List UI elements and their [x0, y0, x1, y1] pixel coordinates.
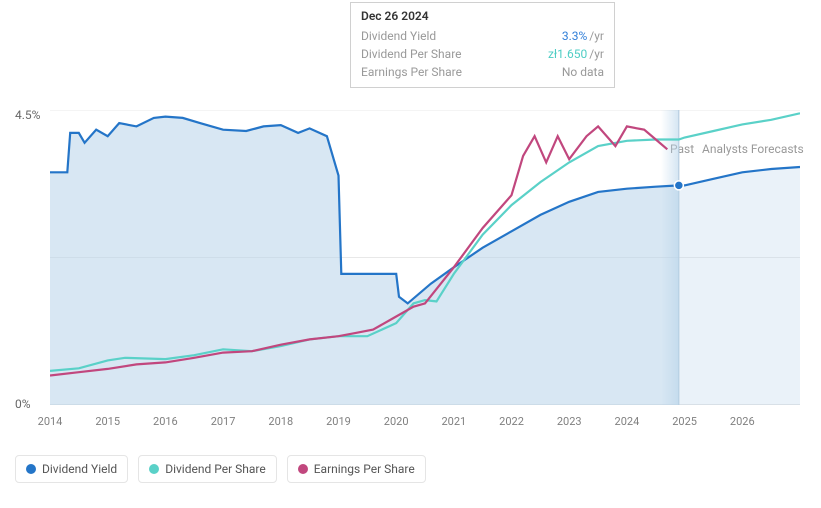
tooltip-row: Dividend Per Share zł1.650/yr [361, 45, 604, 63]
y-axis-label-min: 0% [15, 397, 31, 411]
legend-dot-icon [26, 464, 36, 474]
tooltip-date: Dec 26 2024 [361, 9, 604, 23]
tooltip-metric-label: Earnings Per Share [361, 63, 462, 81]
x-axis-tick: 2024 [615, 415, 640, 428]
x-axis-tick: 2023 [557, 415, 582, 428]
tooltip-metric-label: Dividend Per Share [361, 45, 462, 63]
legend-label: Earnings Per Share [314, 462, 415, 476]
tooltip-row: Dividend Yield 3.3%/yr [361, 27, 604, 45]
y-axis-label-max: 4.5% [15, 108, 40, 122]
x-axis-tick: 2021 [441, 415, 466, 428]
tooltip-row: Earnings Per Share No data [361, 63, 604, 81]
legend-item-dividend-per-share[interactable]: Dividend Per Share [138, 455, 277, 483]
tooltip-metric-value: 3.3%/yr [562, 27, 604, 45]
x-axis-tick: 2016 [153, 415, 178, 428]
legend-label: Dividend Per Share [165, 462, 266, 476]
tooltip-metric-value: zł1.650/yr [548, 45, 604, 63]
x-axis-tick: 2019 [326, 415, 351, 428]
x-axis: 2014201520162017201820192020202120222023… [50, 415, 800, 435]
plot-area[interactable] [50, 110, 800, 405]
x-axis-tick: 2026 [730, 415, 755, 428]
legend-dot-icon [298, 464, 308, 474]
legend: Dividend Yield Dividend Per Share Earnin… [15, 455, 426, 483]
x-axis-tick: 2018 [268, 415, 293, 428]
chart-tooltip: Dec 26 2024 Dividend Yield3.3%/yrDividen… [350, 2, 615, 88]
x-axis-tick: 2015 [95, 415, 120, 428]
legend-item-earnings-per-share[interactable]: Earnings Per Share [287, 455, 426, 483]
x-axis-tick: 2020 [384, 415, 409, 428]
legend-dot-icon [149, 464, 159, 474]
dividend-chart: Dec 26 2024 Dividend Yield3.3%/yrDividen… [0, 0, 821, 508]
x-axis-tick: 2025 [672, 415, 697, 428]
tooltip-metric-value: No data [562, 63, 604, 81]
tooltip-metric-label: Dividend Yield [361, 27, 436, 45]
legend-label: Dividend Yield [42, 462, 117, 476]
legend-item-dividend-yield[interactable]: Dividend Yield [15, 455, 128, 483]
x-axis-tick: 2022 [499, 415, 524, 428]
chart-svg [50, 110, 800, 405]
x-axis-tick: 2017 [211, 415, 236, 428]
x-axis-tick: 2014 [38, 415, 63, 428]
